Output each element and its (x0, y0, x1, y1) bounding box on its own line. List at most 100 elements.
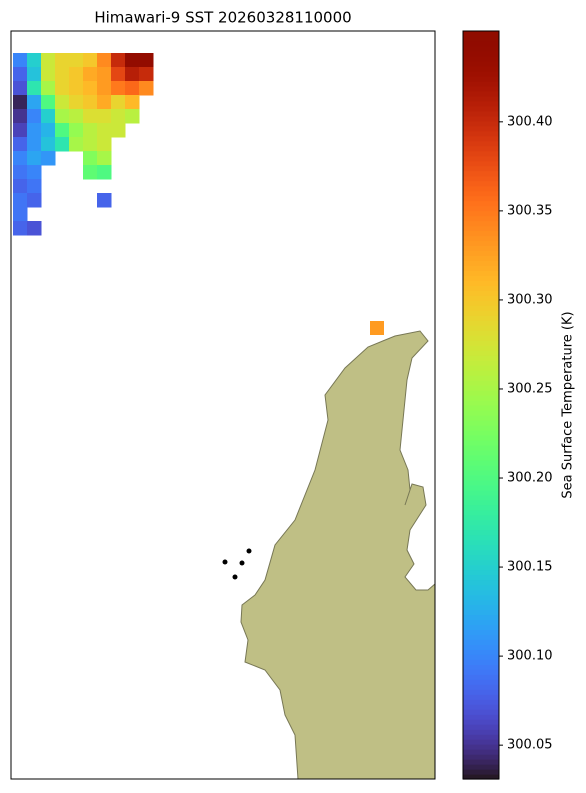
colorbar-segment (463, 275, 499, 281)
colorbar-segment (463, 290, 499, 296)
colorbar-segment (463, 310, 499, 316)
colorbar-segment (463, 749, 499, 755)
colorbar-tick-label: 300.15 (507, 560, 553, 575)
chart-title: Himawari-9 SST 20260328110000 (94, 9, 351, 27)
colorbar-segment (463, 694, 499, 700)
colorbar-segment (463, 260, 499, 266)
colorbar-segment (463, 265, 499, 271)
cell (13, 151, 28, 166)
colorbar-segment (463, 629, 499, 635)
colorbar-segment (463, 85, 499, 92)
points (222, 548, 252, 580)
colorbar-segment (463, 669, 499, 675)
colorbar-segment (463, 624, 499, 630)
colorbar-segment (463, 419, 499, 426)
cell (27, 151, 42, 166)
colorbar-segment (463, 60, 499, 67)
cell (139, 81, 154, 96)
cell (27, 95, 42, 110)
colorbar-segment (463, 679, 499, 685)
colorbar-segment (463, 529, 499, 536)
colorbar-segment (463, 484, 499, 491)
colorbar-segment (463, 429, 499, 436)
cell (27, 67, 42, 82)
cell (55, 81, 70, 96)
colorbar-segment (463, 684, 499, 690)
colorbar-segment (463, 514, 499, 521)
colorbar-segment (463, 719, 499, 725)
colorbar-segment (463, 105, 499, 112)
colorbar-segment (463, 70, 499, 77)
cell (83, 137, 98, 152)
colorbar-segment (463, 469, 499, 476)
colorbar-segment (463, 554, 499, 561)
cell (370, 321, 384, 335)
colorbar-segment (463, 325, 499, 331)
colorbar-segment (463, 375, 499, 381)
colorbar-frame (462, 30, 500, 780)
colorbar-segment (463, 439, 499, 446)
cell (97, 81, 112, 96)
colorbar-segment (463, 370, 499, 376)
colorbar-segment (463, 360, 499, 366)
colorbar-segment (463, 180, 499, 187)
colorbar-segment (463, 285, 499, 291)
cell (55, 109, 70, 124)
colorbar-segment (463, 634, 499, 640)
colorbar-segment (463, 125, 499, 132)
cell (97, 137, 112, 152)
cell (27, 53, 42, 68)
cell (27, 193, 42, 208)
cell (69, 123, 84, 138)
colorbar-segment (463, 704, 499, 710)
colorbar-segment (463, 120, 499, 127)
cell (83, 123, 98, 138)
colorbar-segment (463, 295, 499, 301)
cell (111, 67, 126, 82)
colorbar-segment (463, 300, 499, 306)
colorbar-segment (463, 150, 499, 157)
colorbar-segment (463, 245, 499, 252)
cell (97, 95, 112, 110)
colorbar-segment (463, 215, 499, 222)
colorbar-segment (463, 220, 499, 227)
colorbar-segment (463, 424, 499, 431)
colorbar-segment (463, 185, 499, 192)
colorbar-segment (463, 280, 499, 286)
cell (55, 67, 70, 82)
colorbar-segment (463, 160, 499, 167)
colorbar-segment (463, 225, 499, 232)
colorbar-segment (463, 649, 499, 655)
cell (83, 165, 98, 180)
colorbar-segment (463, 464, 499, 471)
colorbar-segment (463, 494, 499, 501)
colorbar-segment (463, 709, 499, 715)
cell (27, 81, 42, 96)
cell (125, 95, 140, 110)
colorbar-segment (463, 609, 499, 616)
colorbar-segment (463, 80, 499, 87)
cell (13, 53, 28, 68)
cell (13, 207, 28, 222)
colorbar-segment (463, 340, 499, 346)
colorbar-segment (463, 574, 499, 581)
colorbar-segment (463, 130, 499, 137)
cell (27, 137, 42, 152)
colorbar-segment (463, 320, 499, 326)
point (246, 548, 252, 554)
colorbar-segment (463, 509, 499, 516)
colorbar-segment (463, 385, 499, 391)
colorbar-segment (463, 434, 499, 441)
colorbar-segment (463, 739, 499, 745)
cell (125, 67, 140, 82)
colorbar-segment (463, 769, 499, 775)
colorbar-segment (463, 155, 499, 162)
colorbar-segment (463, 454, 499, 461)
colorbar-segment (463, 205, 499, 212)
cell (97, 193, 112, 208)
colorbar-segment (463, 230, 499, 237)
cell (55, 137, 70, 152)
cell (41, 123, 56, 138)
cell (13, 67, 28, 82)
colorbar-segment (463, 380, 499, 386)
